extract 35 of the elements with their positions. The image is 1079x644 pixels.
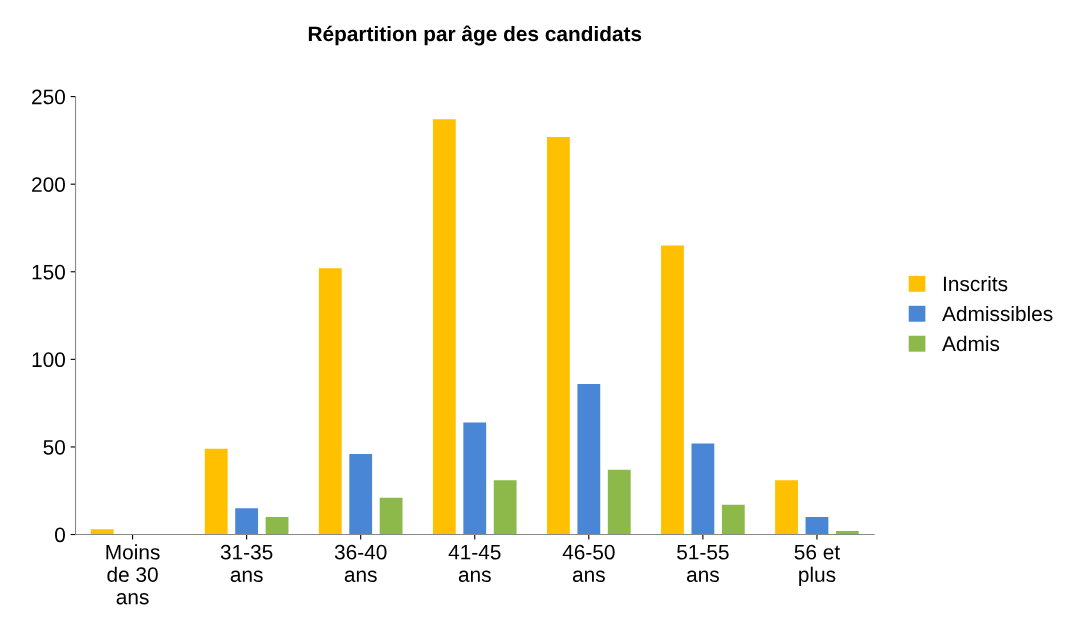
x-tick-label: 51-55 ans — [677, 545, 729, 582]
bar — [691, 443, 715, 535]
bar — [607, 469, 631, 535]
y-tick-label: 0 — [55, 527, 65, 543]
bar — [547, 136, 570, 535]
bar — [90, 529, 114, 535]
y-tick-label: 200 — [32, 177, 65, 192]
x-tick-label: 31-35 ans — [220, 544, 273, 582]
chart-title: Répartition par âge des candidats — [308, 25, 642, 46]
legend-label: Admissibles — [942, 305, 1053, 322]
bar — [463, 422, 487, 535]
bar — [493, 480, 517, 535]
y-tick-label: 100 — [32, 352, 65, 368]
x-tick-label: Moins de 30 ans — [106, 544, 160, 605]
legend-label: Inscrits — [943, 275, 1008, 292]
bar — [235, 508, 259, 535]
bar — [775, 480, 798, 535]
y-tick-label: 250 — [32, 89, 65, 105]
x-tick-label: 56 et plus — [794, 544, 840, 587]
bar — [577, 383, 601, 535]
bar — [432, 119, 456, 535]
x-tick-label: 41-45 ans — [448, 545, 501, 582]
bar — [661, 245, 684, 535]
y-tick-label: 150 — [32, 264, 65, 280]
x-tick-label: 46-50 ans — [562, 544, 615, 582]
bar — [379, 497, 403, 535]
bar — [318, 268, 342, 535]
bar — [721, 504, 745, 535]
bar — [805, 517, 829, 535]
bar — [349, 453, 373, 535]
bar — [204, 448, 228, 535]
y-tick-label: 50 — [43, 439, 65, 455]
bar — [265, 517, 289, 535]
x-tick-label: 36-40 ans — [334, 544, 387, 582]
legend-label: Admis — [942, 335, 1000, 352]
